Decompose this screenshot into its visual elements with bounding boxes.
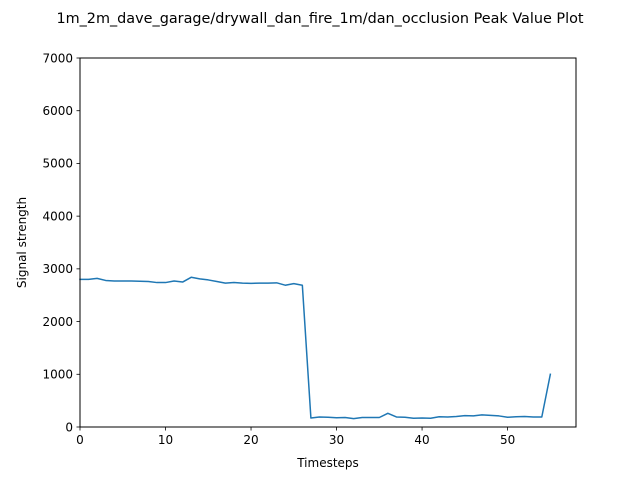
- y-tick-label: 4000: [42, 209, 73, 223]
- chart-title: 1m_2m_dave_garage/drywall_dan_fire_1m/da…: [56, 11, 583, 27]
- y-tick-label: 7000: [42, 51, 73, 65]
- y-tick-label: 0: [65, 420, 73, 434]
- x-axis-label: Timesteps: [296, 456, 359, 470]
- axes-frame: [79, 57, 577, 428]
- x-tick-label: 40: [414, 433, 429, 447]
- x-tick-label: 20: [243, 433, 258, 447]
- y-axis-label: Signal strength: [15, 197, 29, 288]
- x-tick-label: 30: [329, 433, 344, 447]
- x-tick-label: 50: [500, 433, 515, 447]
- y-tick-label: 1000: [42, 368, 73, 382]
- plot-area: [79, 276, 552, 420]
- y-tick-label: 6000: [42, 104, 73, 118]
- y-tick-label: 3000: [42, 262, 73, 276]
- x-tick-label: 0: [76, 433, 84, 447]
- y-tick-label: 5000: [42, 157, 73, 171]
- y-tick-label: 2000: [42, 315, 73, 329]
- x-tick-label: 10: [158, 433, 173, 447]
- series-line-1: [79, 276, 552, 420]
- axis-ticks: 0 10 20 30 40 50 0 1000 2000 3000 4000 5000 6000 7000: [42, 51, 515, 447]
